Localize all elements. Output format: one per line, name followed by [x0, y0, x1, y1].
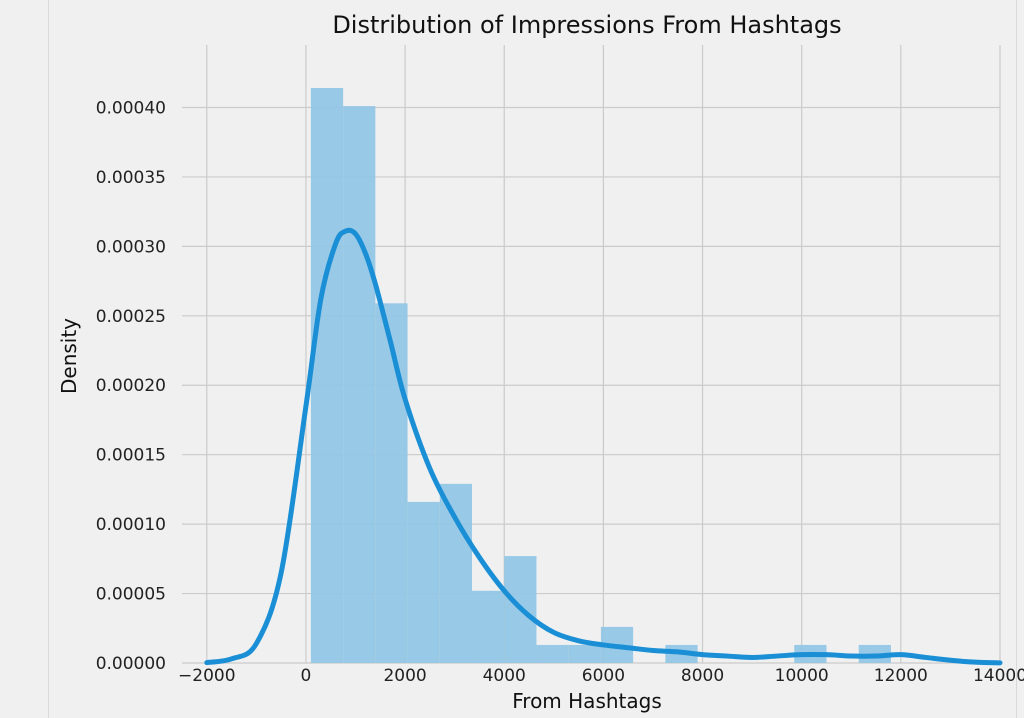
x-tick-label: 10000	[775, 666, 829, 686]
plot-area	[182, 45, 1000, 663]
histogram-bar	[536, 644, 569, 663]
y-tick-labels: 0.00000 0.00005 0.00010 0.00015 0.00020 0.000…	[96, 98, 166, 674]
y-tick-label: 0.00015	[96, 446, 166, 466]
y-tick-label: 0.00020	[96, 376, 166, 396]
x-axis-title: From Hashtags	[512, 689, 662, 713]
y-tick-label: 0.00010	[96, 515, 166, 535]
histogram-bar	[407, 501, 440, 663]
y-axis-title: Density	[57, 318, 81, 394]
histogram-bar	[343, 106, 376, 664]
x-tick-label: 14000	[973, 666, 1024, 686]
histogram-bar	[310, 88, 344, 663]
y-tick-label: 0.00000	[96, 654, 166, 674]
x-tick-label: −2000	[178, 666, 236, 686]
histogram-bar	[439, 483, 473, 663]
x-tick-label: 12000	[874, 666, 928, 686]
histogram-bar	[375, 303, 408, 663]
x-tick-label: 8000	[681, 666, 724, 686]
x-tick-label: 2000	[383, 666, 426, 686]
y-tick-label: 0.00040	[96, 98, 166, 118]
kde-curve	[204, 227, 1003, 666]
y-tick-label: 0.00025	[96, 307, 166, 327]
y-tick-label: 0.00030	[96, 237, 166, 257]
x-tick-label: 4000	[483, 666, 526, 686]
histogram-bar	[568, 644, 601, 663]
x-tick-label: 6000	[582, 666, 625, 686]
x-tick-label: 0	[301, 666, 312, 686]
x-tick-labels: −2000 0 2000 4000 6000 8000 10000 12000 14000	[178, 666, 1024, 686]
chart-title: Distribution of Impressions From Hashtag…	[332, 11, 841, 39]
histogram-bar	[472, 590, 505, 663]
histogram-bars	[310, 88, 891, 664]
y-tick-label: 0.00035	[96, 168, 166, 188]
y-tick-label: 0.00005	[96, 585, 166, 605]
